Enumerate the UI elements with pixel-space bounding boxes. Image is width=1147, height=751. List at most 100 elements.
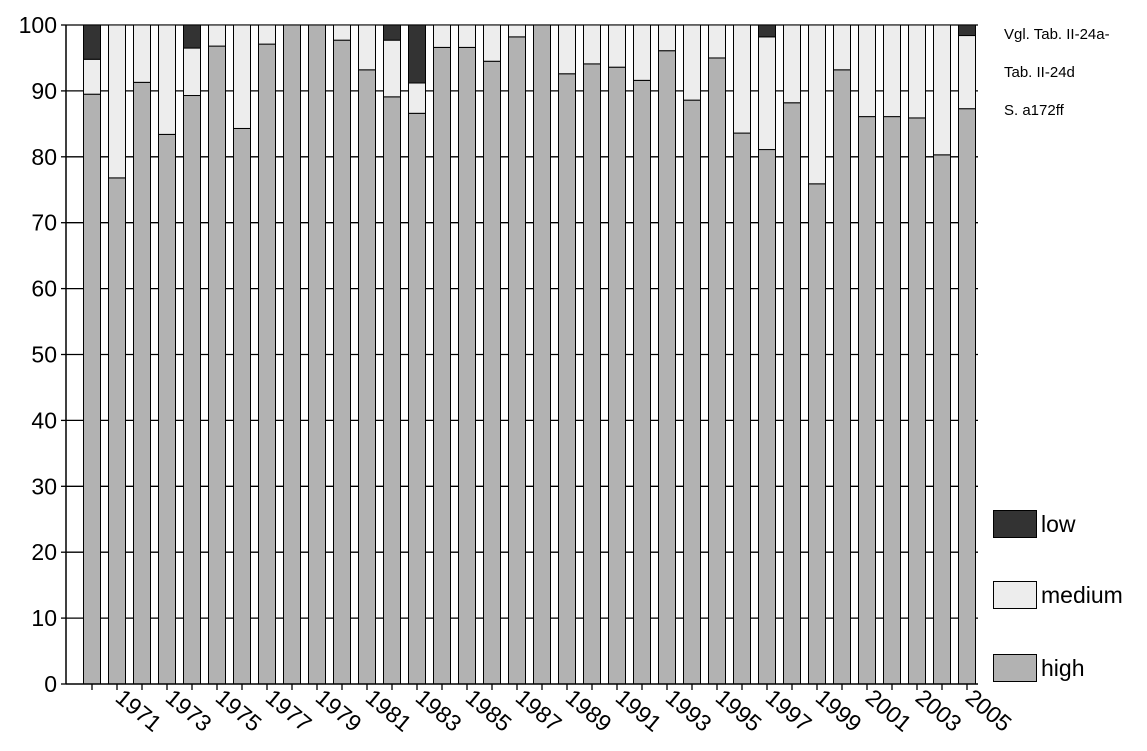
bar-high-1973 [158, 133, 176, 685]
bar-high-1988 [533, 24, 551, 685]
bar-medium-1981 [358, 24, 376, 71]
bar-medium-1980 [333, 24, 351, 41]
bar-high-1972 [133, 81, 151, 685]
bar-medium-1971 [108, 24, 126, 179]
bar-high-1989 [558, 73, 576, 685]
bar-medium-1997 [758, 36, 776, 151]
bar-high-1976 [233, 127, 251, 685]
bar-high-1998 [783, 102, 801, 685]
x-tick-label: 2005 [961, 684, 1017, 737]
y-tick-label: 20 [31, 539, 57, 565]
legend-swatch-low [993, 510, 1037, 538]
y-tick-label: 80 [31, 144, 57, 170]
bar-high-1992 [633, 79, 651, 685]
bar-medium-1984 [433, 24, 451, 48]
bar-medium-1990 [583, 24, 601, 65]
x-tick-label: 1987 [511, 684, 567, 737]
x-tick-label: 1991 [611, 684, 667, 737]
bar-medium-2000 [833, 24, 851, 71]
bar-medium-1998 [783, 24, 801, 104]
bar-medium-1987 [508, 24, 526, 38]
y-tick-label: 30 [31, 473, 57, 499]
bar-low-1970 [83, 24, 101, 60]
bar-medium-1973 [158, 24, 176, 135]
x-tick-label: 1993 [661, 684, 717, 737]
x-tick-label: 1973 [161, 684, 217, 737]
legend-label-medium: medium [1041, 581, 1123, 608]
x-tick-label: 1989 [561, 684, 617, 737]
x-tick-label: 1999 [811, 684, 867, 737]
bar-medium-1991 [608, 24, 626, 68]
bar-high-1993 [658, 50, 676, 685]
y-tick-labels: 0 10 20 30 40 50 60 70 80 90 100 [19, 12, 57, 697]
legend-swatch-medium [993, 581, 1037, 609]
x-tick-label: 1975 [211, 684, 267, 737]
bar-medium-2001 [858, 24, 876, 118]
bar-low-1997 [758, 24, 776, 38]
bars [83, 24, 976, 685]
bar-medium-1994 [683, 24, 701, 101]
bar-high-1984 [433, 46, 451, 685]
bar-high-2001 [858, 116, 876, 685]
bar-medium-1977 [258, 24, 276, 45]
bar-high-1970 [83, 93, 101, 685]
bar-medium-2004 [933, 24, 951, 156]
bar-high-1975 [208, 45, 226, 685]
y-tick-label: 40 [31, 407, 57, 433]
x-tick-label: 1983 [411, 684, 467, 737]
bar-high-2005 [958, 108, 976, 685]
legend-item-low: low [993, 509, 1076, 539]
y-tick-label: 0 [44, 671, 57, 697]
x-tick-label: 2003 [911, 684, 967, 737]
bar-high-2004 [933, 154, 951, 685]
x-tick-label: 1995 [711, 684, 767, 737]
bar-high-1978 [283, 24, 301, 685]
y-tick-label: 100 [19, 12, 57, 38]
source-note-2: Tab. II-24d [1004, 64, 1075, 81]
bar-high-1995 [708, 57, 726, 685]
legend-label-low: low [1041, 510, 1076, 537]
bar-medium-1974 [183, 47, 201, 97]
bar-high-1974 [183, 95, 201, 685]
bar-high-1983 [408, 112, 426, 685]
bar-high-1996 [733, 132, 751, 685]
bar-medium-1976 [233, 24, 251, 129]
bar-high-1997 [758, 149, 776, 685]
x-tick-labels: 1971197319751977197919811983198519871989… [111, 684, 1017, 737]
bar-high-1980 [333, 39, 351, 685]
bar-high-1999 [808, 183, 826, 685]
bar-medium-1983 [408, 82, 426, 114]
x-tick-label: 1971 [111, 684, 167, 737]
legend-swatch-high [993, 654, 1037, 682]
bar-low-1983 [408, 24, 426, 84]
bar-high-1985 [458, 46, 476, 685]
bar-medium-1970 [83, 58, 101, 95]
bar-medium-1995 [708, 24, 726, 59]
bar-medium-1992 [633, 24, 651, 81]
bar-high-2002 [883, 116, 901, 685]
bar-high-1979 [308, 24, 326, 685]
y-tick-label: 90 [31, 78, 57, 104]
bar-medium-1985 [458, 24, 476, 48]
bar-high-1977 [258, 43, 276, 685]
y-tick-label: 10 [31, 605, 57, 631]
bar-medium-1993 [658, 24, 676, 52]
bar-high-1981 [358, 69, 376, 685]
bar-medium-2005 [958, 35, 976, 110]
bar-medium-1982 [383, 39, 401, 98]
x-tick-label: 1981 [361, 684, 417, 737]
bar-low-2005 [958, 24, 976, 37]
y-tick-label: 70 [31, 210, 57, 236]
bar-medium-1986 [483, 24, 501, 62]
bar-high-2000 [833, 69, 851, 685]
bar-medium-1972 [133, 24, 151, 83]
x-tick-label: 1979 [311, 684, 367, 737]
bar-high-1987 [508, 36, 526, 685]
y-tick-label: 60 [31, 276, 57, 302]
bar-high-1971 [108, 177, 126, 685]
x-tick-label: 1985 [461, 684, 517, 737]
bar-medium-2002 [883, 24, 901, 118]
bar-high-1986 [483, 60, 501, 685]
bar-medium-1996 [733, 24, 751, 134]
